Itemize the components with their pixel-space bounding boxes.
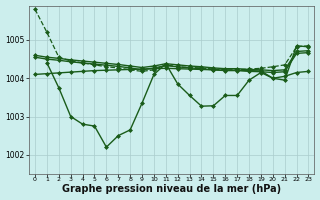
X-axis label: Graphe pression niveau de la mer (hPa): Graphe pression niveau de la mer (hPa) xyxy=(62,184,281,194)
